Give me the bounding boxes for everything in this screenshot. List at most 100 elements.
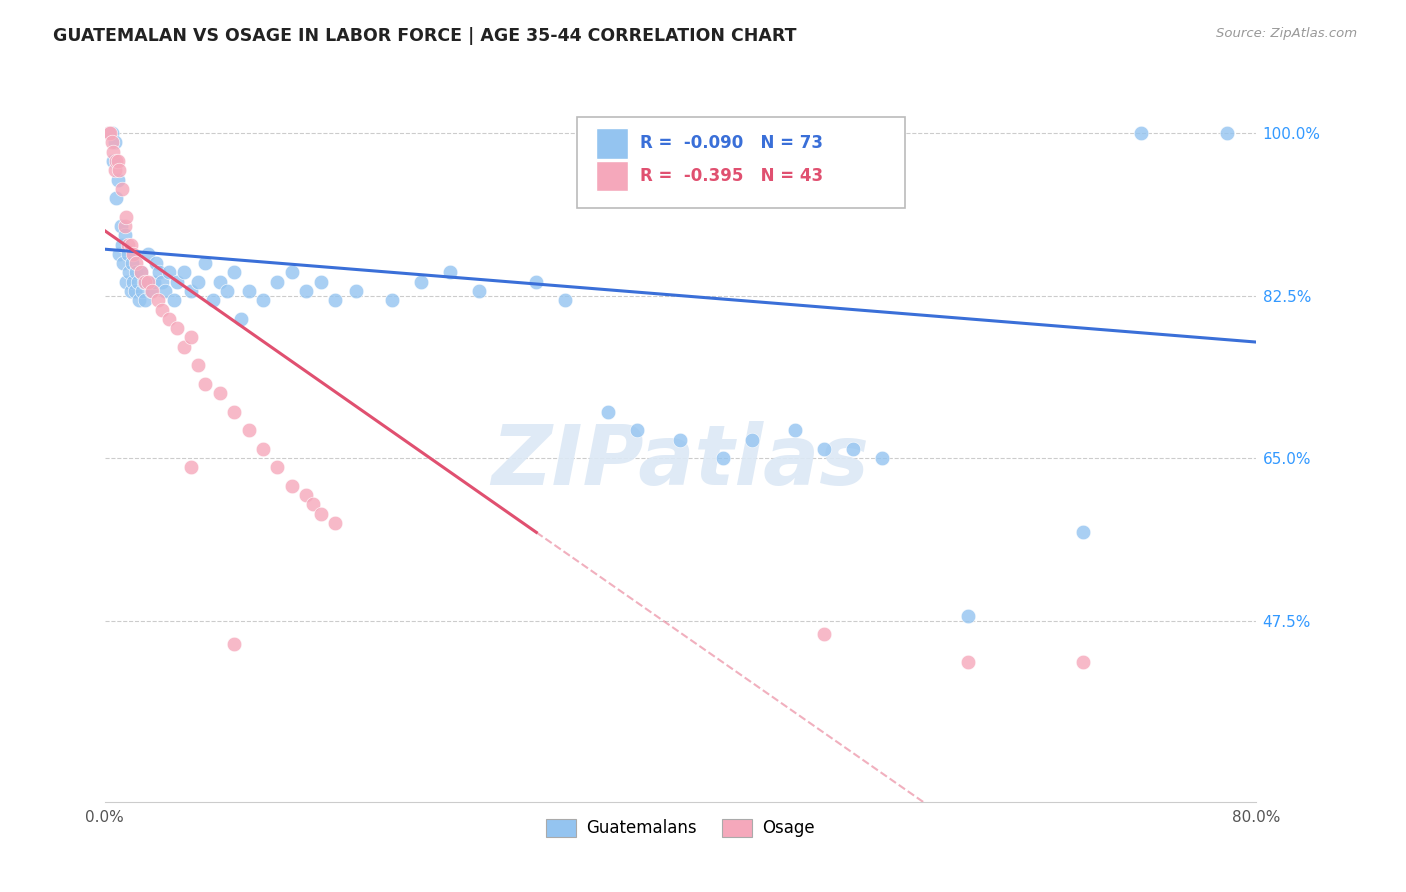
Point xyxy=(98,126,121,140)
Point xyxy=(309,507,332,521)
Point xyxy=(142,275,165,289)
Point xyxy=(252,869,274,883)
Point xyxy=(166,275,188,289)
Point xyxy=(238,284,260,298)
Point xyxy=(129,265,152,279)
Point xyxy=(120,237,142,252)
Point xyxy=(114,228,136,243)
Point xyxy=(108,247,131,261)
Text: R =  -0.090   N = 73: R = -0.090 N = 73 xyxy=(640,135,823,153)
Point xyxy=(180,330,202,344)
Point xyxy=(122,247,145,261)
Point xyxy=(125,265,148,279)
Point xyxy=(108,163,131,178)
Point xyxy=(524,275,547,289)
Point xyxy=(295,284,318,298)
Point xyxy=(280,265,302,279)
Point xyxy=(224,637,246,651)
Point xyxy=(439,265,461,279)
Point xyxy=(201,293,224,308)
Point xyxy=(103,145,125,159)
Point xyxy=(598,404,620,418)
Point xyxy=(626,423,648,437)
Point xyxy=(163,293,186,308)
Point xyxy=(153,284,176,298)
Point xyxy=(98,126,121,140)
Point xyxy=(208,275,231,289)
Point xyxy=(956,608,979,623)
Point xyxy=(118,265,141,279)
Text: R =  -0.395   N = 43: R = -0.395 N = 43 xyxy=(640,167,823,185)
Point xyxy=(101,126,124,140)
Point xyxy=(132,275,155,289)
Point xyxy=(125,256,148,270)
Point xyxy=(136,275,159,289)
Point xyxy=(813,627,835,641)
Point xyxy=(122,275,145,289)
Point xyxy=(266,275,288,289)
Point xyxy=(231,311,253,326)
Point xyxy=(208,386,231,401)
Point xyxy=(741,433,763,447)
Point xyxy=(381,293,404,308)
Point xyxy=(187,358,209,372)
Point xyxy=(1071,656,1094,670)
Point xyxy=(136,247,159,261)
FancyBboxPatch shape xyxy=(596,161,628,191)
Point xyxy=(1129,126,1152,140)
Point xyxy=(110,219,132,233)
Point xyxy=(150,275,173,289)
Text: ZIPatlas: ZIPatlas xyxy=(491,421,869,501)
Point xyxy=(146,293,169,308)
Point xyxy=(669,433,692,447)
Point xyxy=(117,237,139,252)
Point xyxy=(346,284,368,298)
Point xyxy=(1071,525,1094,540)
Point xyxy=(180,284,202,298)
Point xyxy=(215,284,238,298)
Point xyxy=(124,284,146,298)
Point xyxy=(166,321,188,335)
FancyBboxPatch shape xyxy=(576,117,904,208)
Legend: Guatemalans, Osage: Guatemalans, Osage xyxy=(540,812,821,844)
Point xyxy=(323,516,346,530)
Point xyxy=(107,172,129,186)
Point xyxy=(1216,126,1239,140)
Point xyxy=(194,376,217,391)
Point xyxy=(252,442,274,456)
Point xyxy=(104,136,127,150)
Point xyxy=(139,284,162,298)
Point xyxy=(105,191,128,205)
Point xyxy=(120,284,142,298)
Point xyxy=(224,404,246,418)
Point xyxy=(173,340,195,354)
Point xyxy=(111,237,134,252)
Point xyxy=(117,247,139,261)
Point xyxy=(238,423,260,437)
Point xyxy=(554,293,576,308)
Point xyxy=(180,460,202,475)
Point xyxy=(252,293,274,308)
Point xyxy=(411,275,433,289)
Point xyxy=(468,284,491,298)
Point xyxy=(173,265,195,279)
Point xyxy=(956,656,979,670)
Text: GUATEMALAN VS OSAGE IN LABOR FORCE | AGE 35-44 CORRELATION CHART: GUATEMALAN VS OSAGE IN LABOR FORCE | AGE… xyxy=(53,27,797,45)
Point xyxy=(159,265,181,279)
Point xyxy=(148,265,170,279)
Point xyxy=(159,311,181,326)
Point xyxy=(100,126,122,140)
Point xyxy=(870,451,893,466)
Point xyxy=(145,256,167,270)
Text: Source: ZipAtlas.com: Source: ZipAtlas.com xyxy=(1216,27,1357,40)
Point xyxy=(111,182,134,196)
Point xyxy=(141,284,163,298)
Point xyxy=(127,275,149,289)
Point xyxy=(266,460,288,475)
Point xyxy=(280,479,302,493)
Point xyxy=(101,136,124,150)
Point xyxy=(112,256,135,270)
Point xyxy=(129,265,152,279)
Point xyxy=(134,275,156,289)
Point xyxy=(309,275,332,289)
